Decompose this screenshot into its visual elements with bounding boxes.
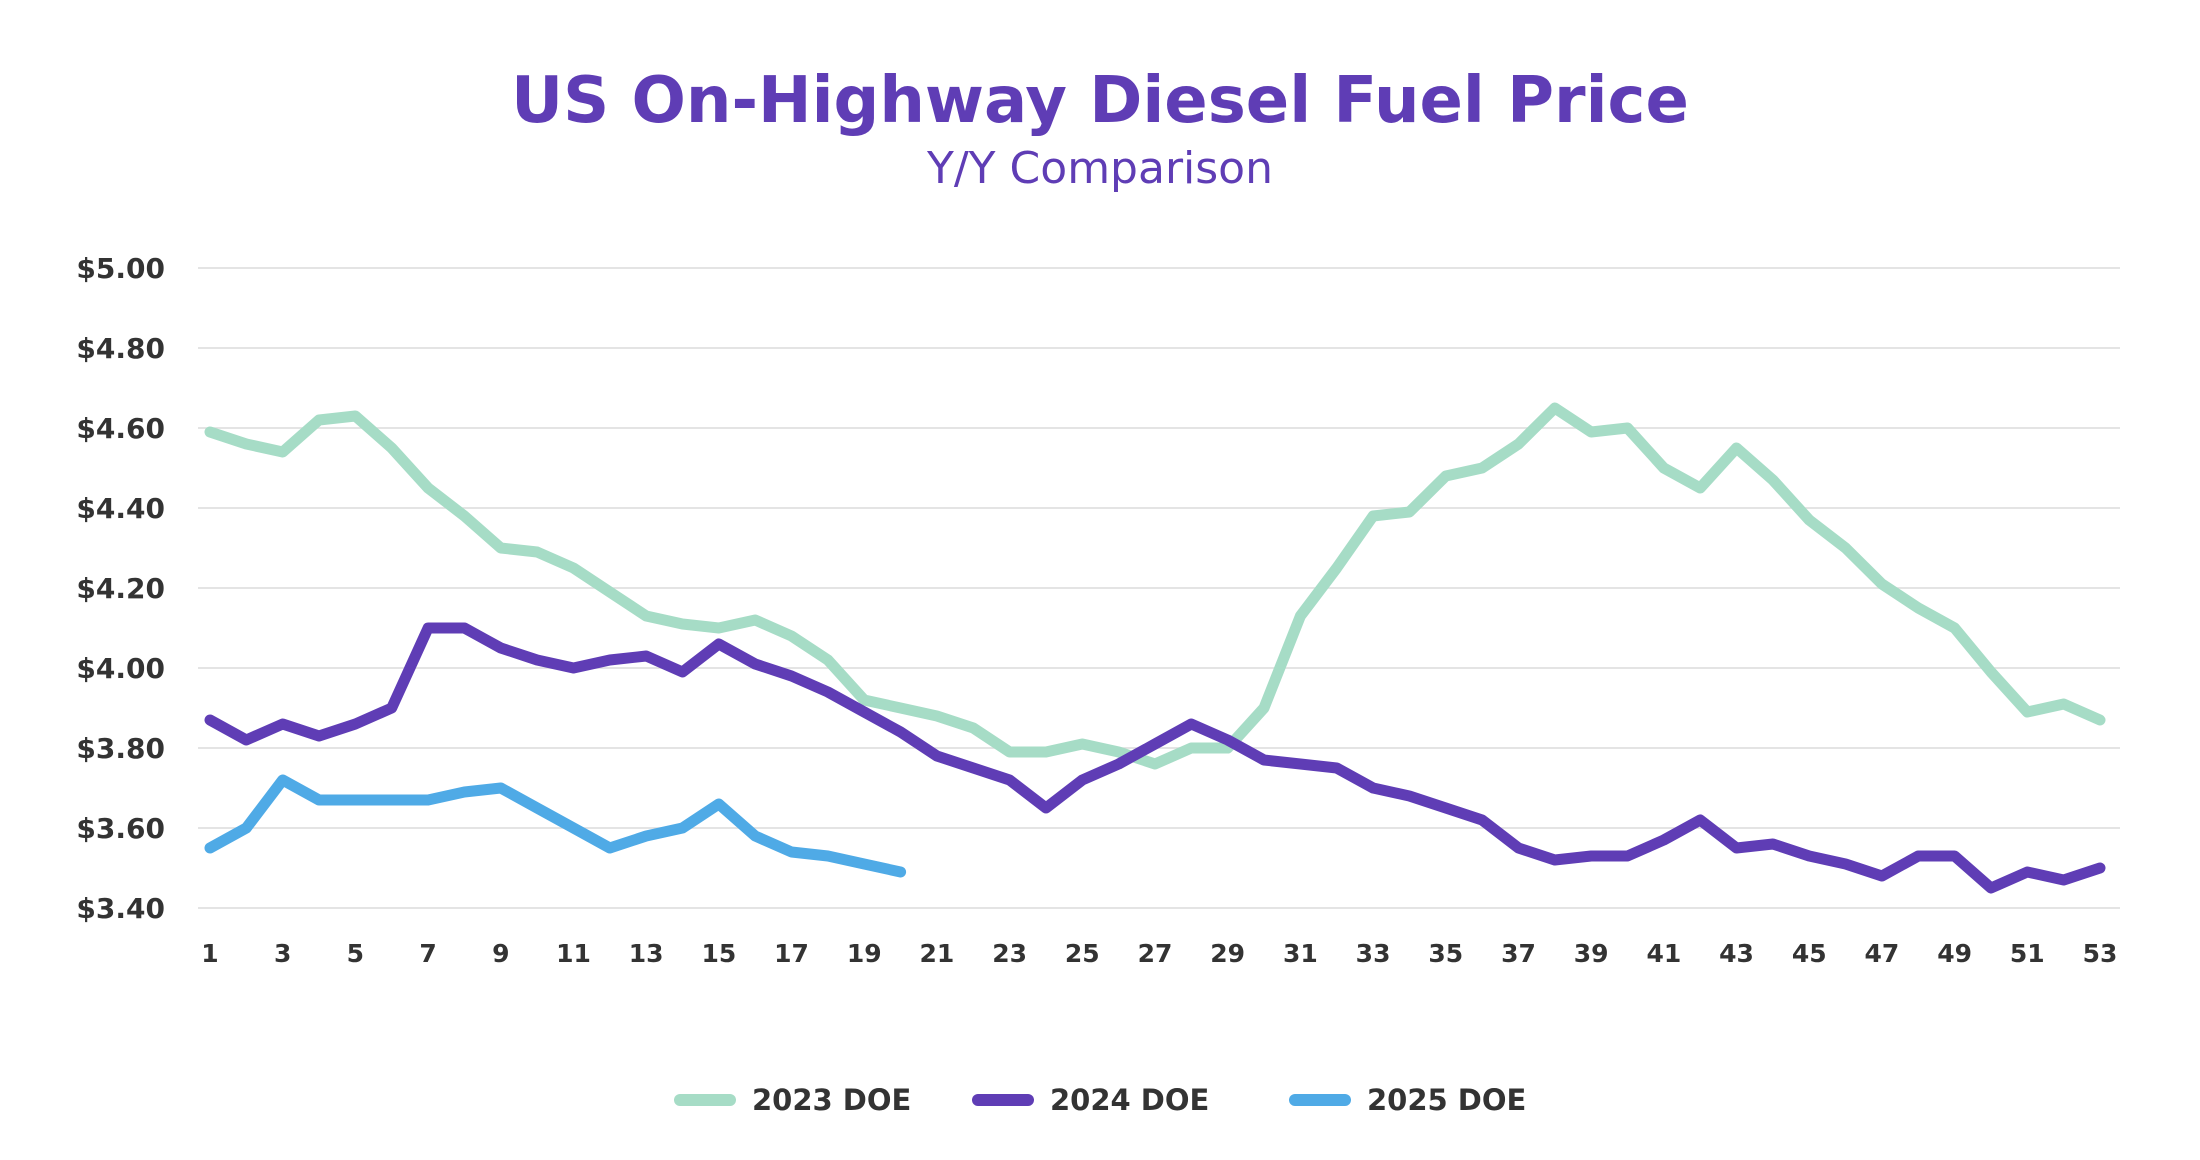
x-tick-label: 3 xyxy=(274,939,291,968)
x-tick-label: 27 xyxy=(1138,939,1173,968)
chart-subtitle: Y/Y Comparison xyxy=(926,143,1273,194)
x-tick-label: 33 xyxy=(1356,939,1391,968)
x-tick-label: 35 xyxy=(1428,939,1463,968)
series-line-2025-doe xyxy=(204,774,907,878)
x-tick-label: 25 xyxy=(1065,939,1100,968)
x-tick-label: 21 xyxy=(920,939,955,968)
series-line-2023-doe xyxy=(204,402,2106,770)
x-tick-label: 9 xyxy=(492,939,509,968)
x-tick-label: 29 xyxy=(1210,939,1245,968)
x-axis-ticks: 1 3 5 7 9 11 13 15 17 19 21 23 25 27 29 31 33 35 37 39 41 43 4… xyxy=(201,939,2117,968)
x-tick-label: 11 xyxy=(556,939,591,968)
x-tick-label: 31 xyxy=(1283,939,1318,968)
y-tick-label: $4.00 xyxy=(76,652,165,685)
series-lines xyxy=(204,402,2106,894)
x-tick-label: 5 xyxy=(347,939,364,968)
x-tick-label: 15 xyxy=(701,939,736,968)
y-tick-label: $4.40 xyxy=(76,492,165,525)
x-tick-label: 19 xyxy=(847,939,882,968)
x-tick-label: 51 xyxy=(2010,939,2045,968)
chart-title: US On-Highway Diesel Fuel Price xyxy=(511,64,1689,138)
x-tick-label: 43 xyxy=(1719,939,1754,968)
legend-label: 2023 DOE xyxy=(752,1083,911,1117)
x-tick-label: 41 xyxy=(1646,939,1681,968)
y-tick-label: $3.80 xyxy=(76,732,165,765)
x-tick-label: 47 xyxy=(1865,939,1900,968)
x-tick-label: 7 xyxy=(419,939,436,968)
legend-label: 2025 DOE xyxy=(1367,1083,1526,1117)
legend-label: 2024 DOE xyxy=(1050,1083,1209,1117)
y-tick-label: $3.60 xyxy=(76,812,165,845)
x-tick-label: 39 xyxy=(1574,939,1609,968)
x-tick-label: 37 xyxy=(1501,939,1536,968)
series-line-2024-doe xyxy=(204,622,2106,894)
gridlines xyxy=(198,267,2120,909)
y-tick-label: $3.40 xyxy=(76,892,165,925)
y-tick-label: $5.00 xyxy=(76,252,165,285)
y-tick-label: $4.20 xyxy=(76,572,165,605)
y-tick-label: $4.80 xyxy=(76,332,165,365)
y-axis-ticks: $5.00 $4.80 $4.60 $4.40 $4.20 $4.00 $3.80 $3.60… xyxy=(76,252,165,925)
x-tick-label: 1 xyxy=(201,939,218,968)
x-tick-label: 53 xyxy=(2083,939,2118,968)
y-tick-label: $4.60 xyxy=(76,412,165,445)
x-tick-label: 49 xyxy=(1937,939,1972,968)
legend: 2023 DOE 2024 DOE 2025 DOE xyxy=(674,1083,1526,1117)
x-tick-label: 45 xyxy=(1792,939,1827,968)
x-tick-label: 13 xyxy=(629,939,664,968)
x-tick-label: 23 xyxy=(992,939,1027,968)
x-tick-label: 17 xyxy=(774,939,809,968)
